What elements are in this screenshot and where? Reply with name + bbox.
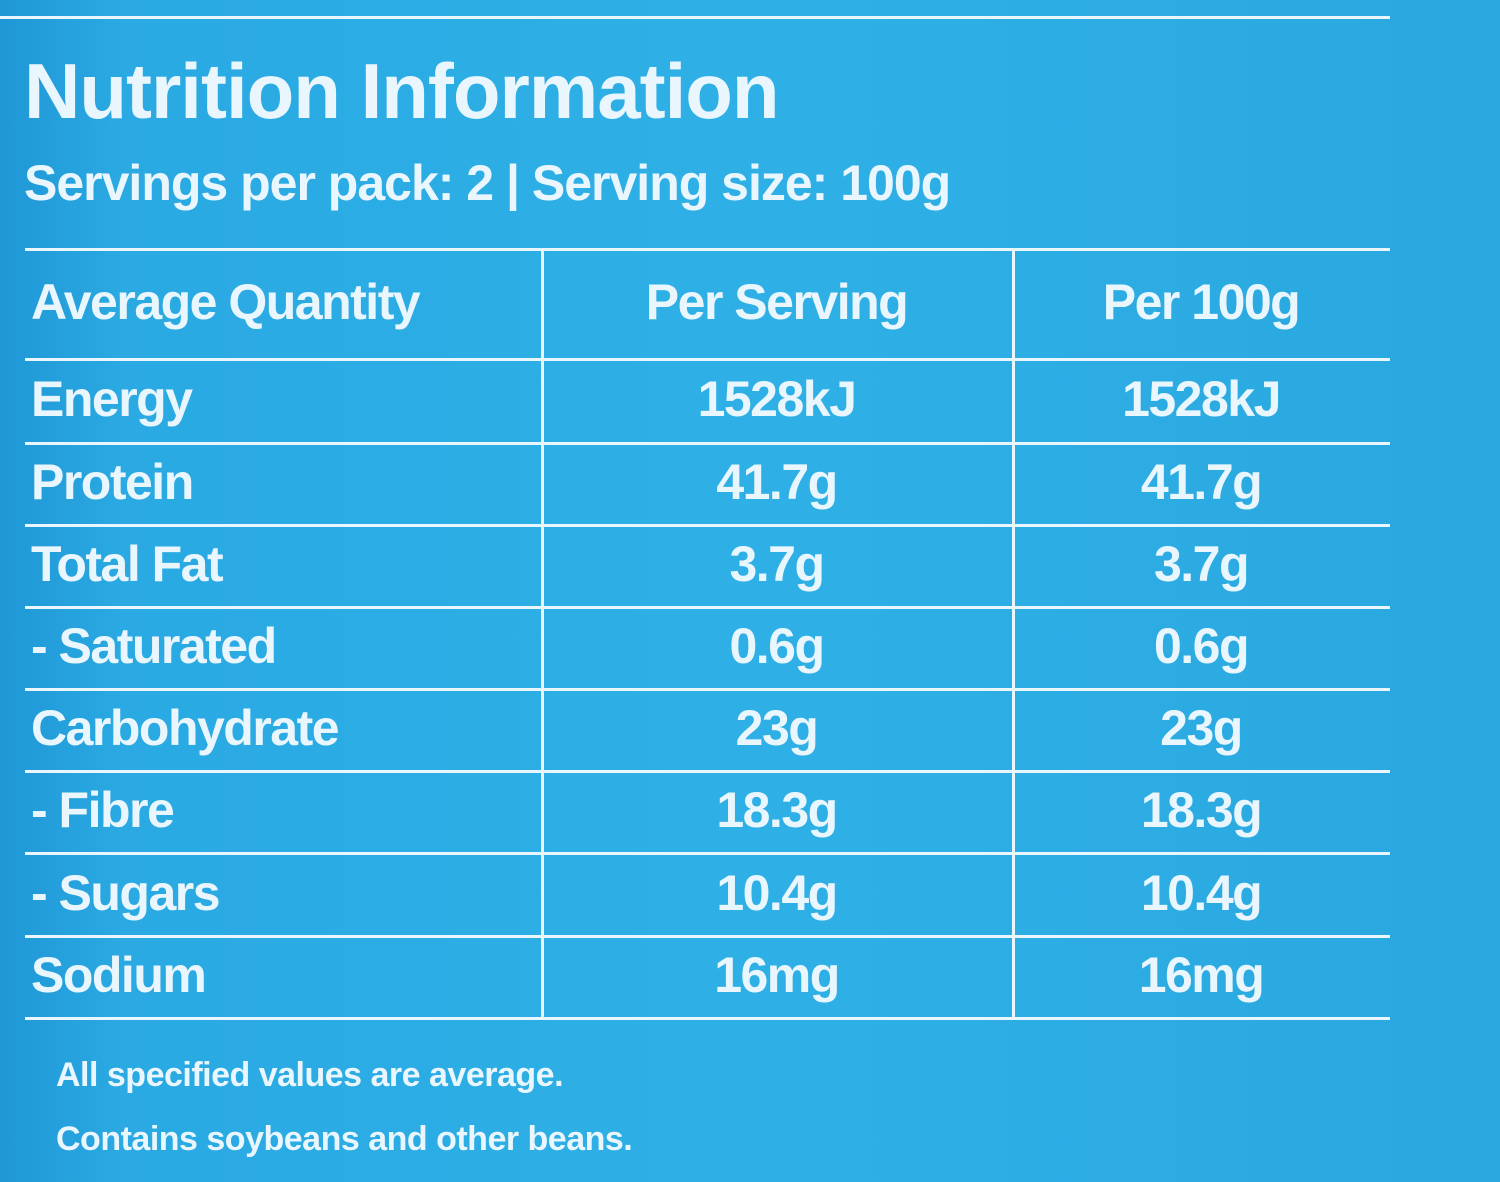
rule: [25, 524, 1390, 527]
row-label: Carbohydrate: [31, 700, 340, 756]
cell-value: 10.4g: [1140, 864, 1263, 921]
row-label: Sodium: [31, 947, 207, 1003]
rule: [25, 442, 1390, 445]
rule: [25, 1017, 1390, 1020]
row-label: - Sugars: [31, 864, 221, 921]
column-header: Per Serving: [645, 274, 909, 330]
cell-value: 0.6g: [1153, 618, 1250, 674]
rule: [25, 606, 1390, 609]
rule: [25, 852, 1390, 855]
cell-value: 18.3g: [716, 782, 838, 838]
cell-value: 3.7g: [729, 536, 825, 592]
subtitle: Servings per pack: 2 | Serving size: 100…: [24, 155, 951, 211]
cell-value: 1528kJ: [1122, 371, 1281, 427]
cell-value: 0.6g: [729, 618, 825, 674]
cell-value: 23g: [735, 700, 819, 756]
column-header: Average Quantity: [31, 274, 421, 330]
cell-value: 16mg: [714, 947, 840, 1003]
cell-value: 3.7g: [1153, 536, 1250, 592]
divider: [1012, 248, 1015, 1017]
footnote: All specified values are average.: [56, 1056, 564, 1094]
cell-value: 41.7g: [1140, 454, 1263, 510]
cell-value: 1528kJ: [697, 371, 857, 427]
row-label: Total Fat: [31, 536, 224, 592]
cell-value: 10.4g: [716, 864, 838, 921]
rule: [25, 935, 1390, 938]
footnote: Contains soybeans and other beans.: [56, 1120, 633, 1158]
cell-value: 16mg: [1138, 947, 1265, 1003]
row-label: Energy: [31, 371, 193, 427]
title: Nutrition Information: [24, 47, 780, 135]
row-label: - Fibre: [31, 782, 175, 838]
row-label: Protein: [31, 454, 194, 510]
row-label: - Saturated: [31, 618, 277, 674]
cell-value: 23g: [1160, 700, 1243, 756]
rule: [0, 16, 1390, 19]
column-header: Per 100g: [1102, 274, 1301, 330]
rule: [25, 688, 1390, 691]
divider: [541, 248, 544, 1017]
cell-value: 41.7g: [716, 454, 838, 510]
rule: [25, 248, 1390, 251]
rule: [25, 770, 1390, 773]
rule: [25, 358, 1390, 361]
cell-value: 18.3g: [1140, 782, 1263, 838]
